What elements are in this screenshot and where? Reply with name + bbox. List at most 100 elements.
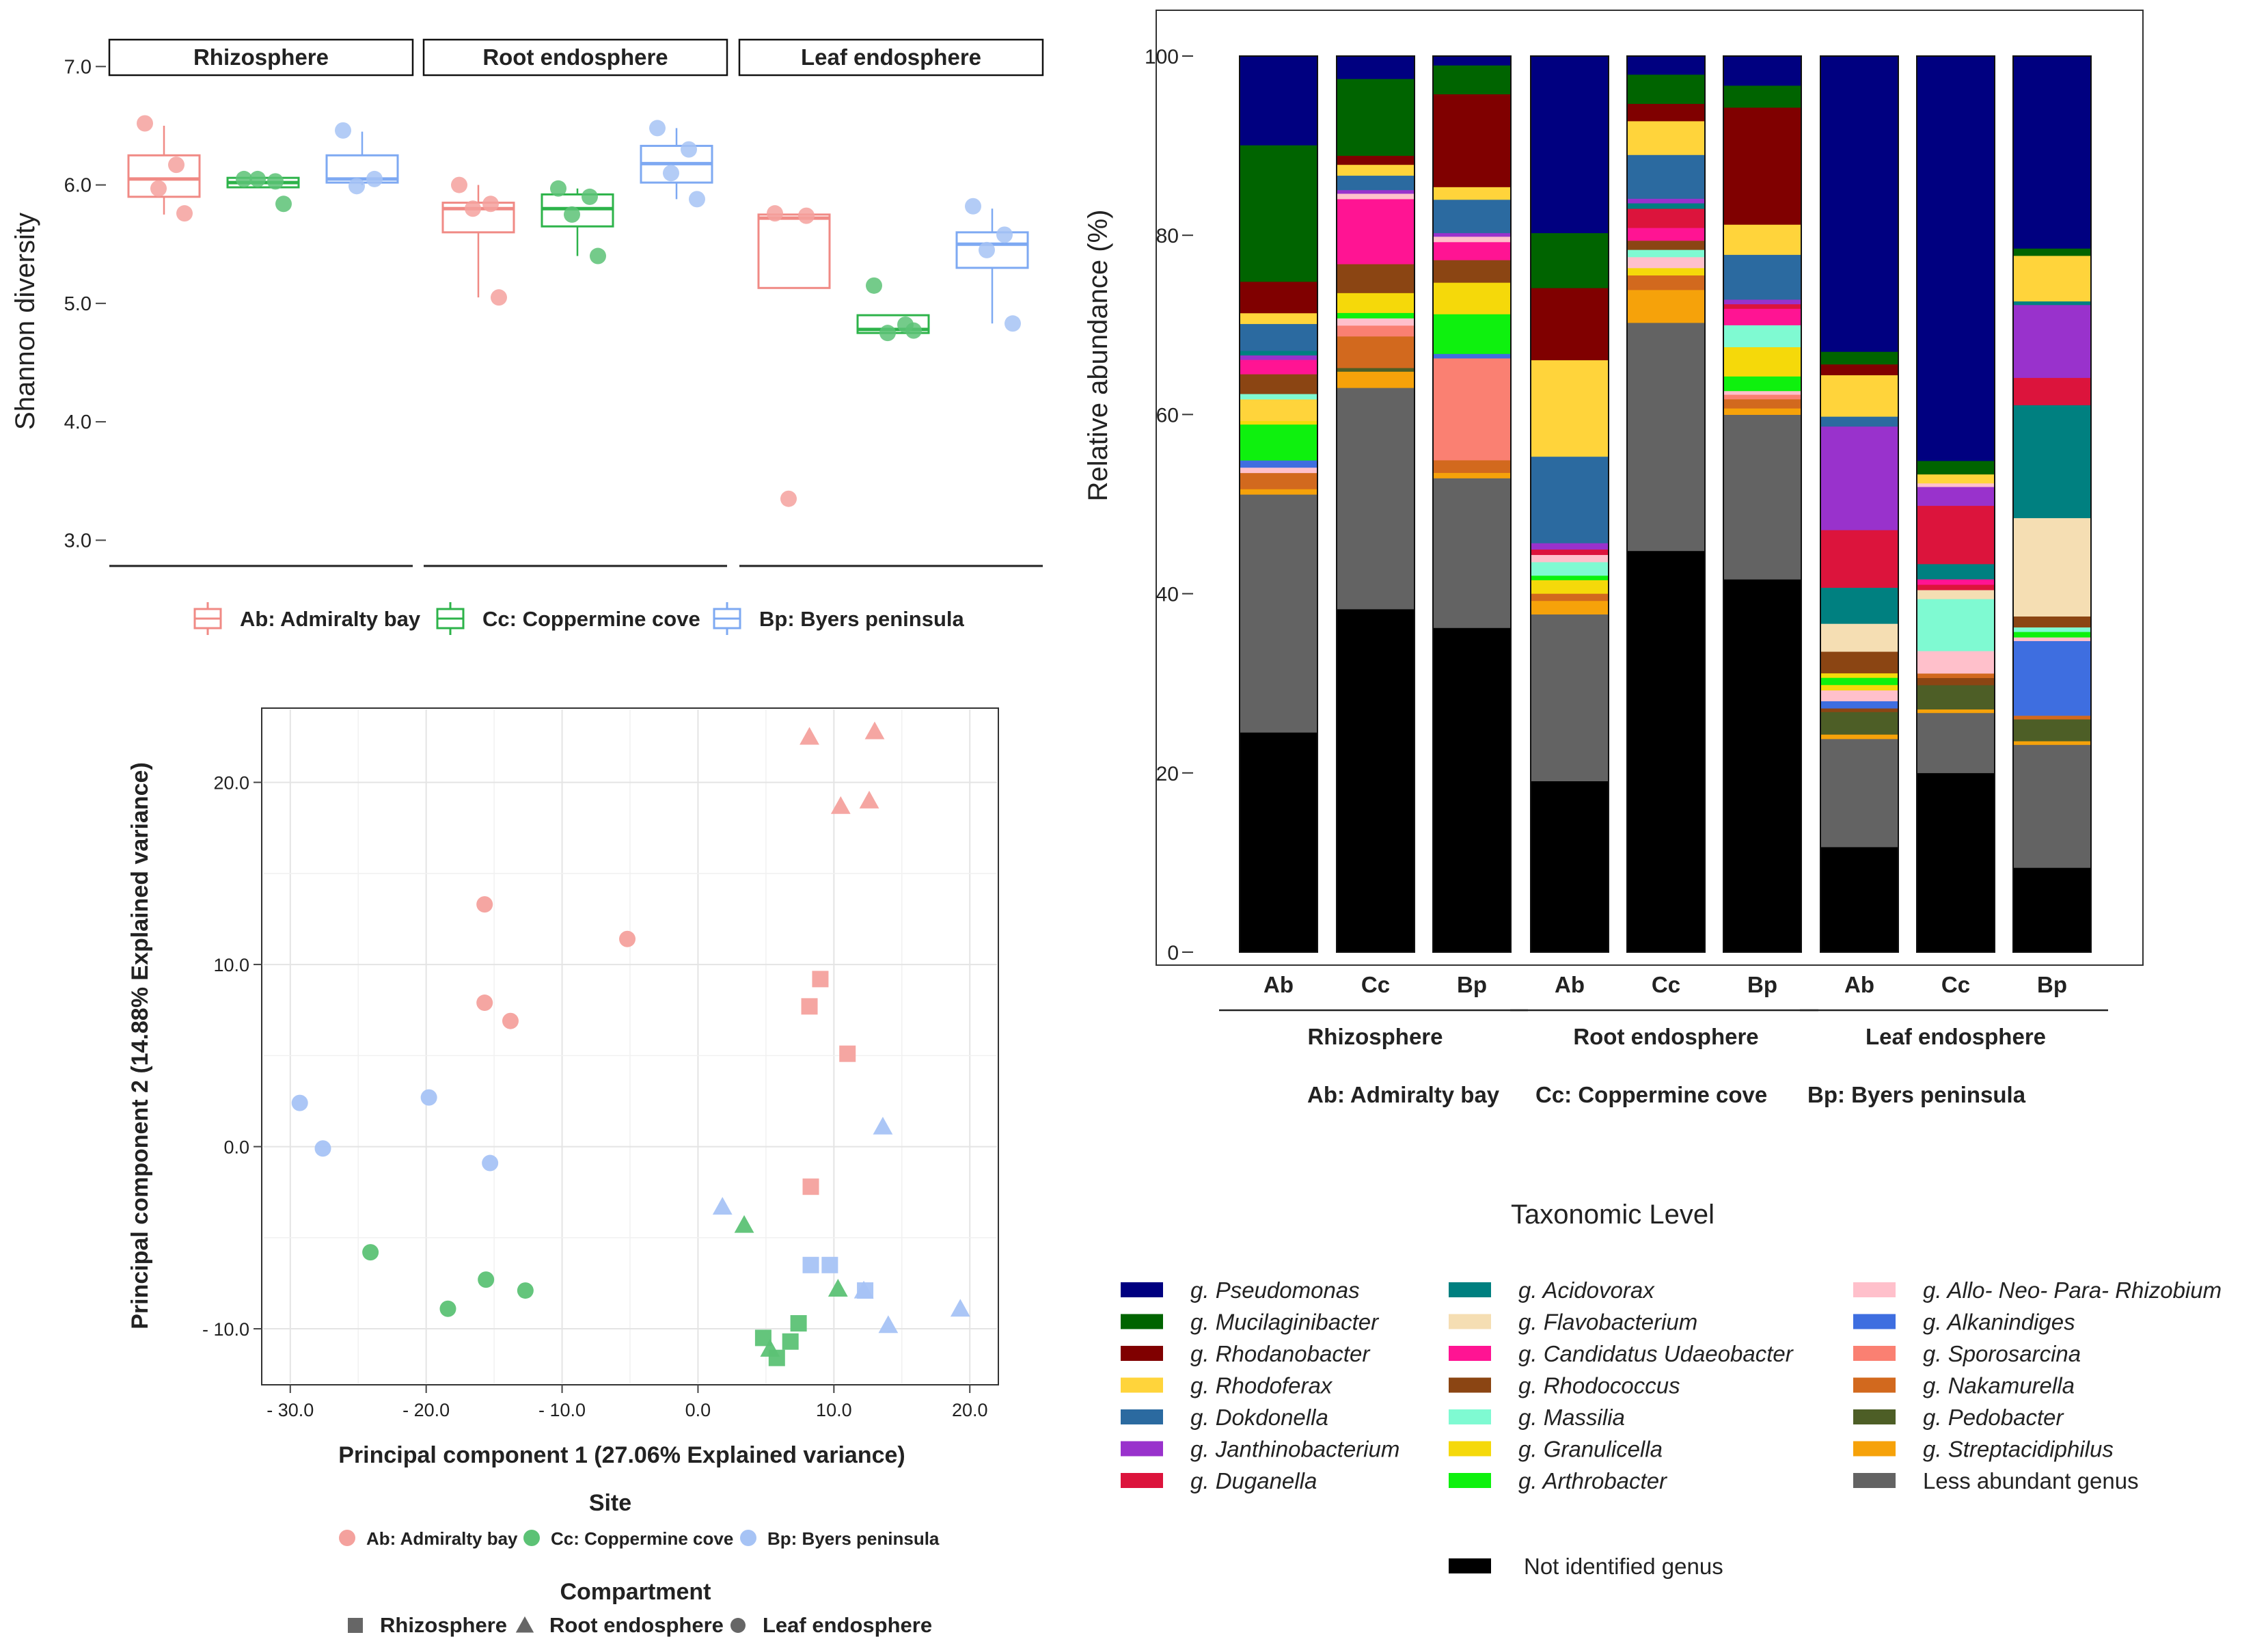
taxon-legend-swatch	[1449, 1314, 1491, 1329]
bar-segment-dokdonella	[1820, 416, 1898, 427]
bar-segment-streptacidiphilus	[1531, 600, 1609, 615]
taxon-legend-swatch	[1121, 1346, 1163, 1361]
shannon-y-tick-label: 5.0	[64, 293, 92, 315]
bar-segment-rhodoferax	[1627, 120, 1705, 155]
taxon-legend-label: g. Sporosarcina	[1923, 1341, 2081, 1366]
taxon-legend-swatch	[1853, 1473, 1896, 1488]
bar-segment-allo_rhizobium	[1820, 690, 1898, 701]
bar-segment-alkanindiges	[2013, 640, 2091, 716]
bar-outline	[1626, 55, 1706, 953]
bar-segment-streptacidiphilus	[1627, 289, 1705, 323]
taxon-legend-swatch	[1121, 1409, 1163, 1424]
bar-segment-alkanindiges	[1433, 353, 1511, 359]
pca-data-point	[821, 1256, 838, 1273]
bar-segment-massilia	[1917, 598, 1995, 651]
bar-segment-arthrobacter	[1531, 575, 1609, 580]
abundance-y-axis-title: Relative abundance (%)	[1083, 210, 1113, 502]
bar-segment-janthinobacterium	[1433, 232, 1511, 237]
bar-segment-granulicella	[1723, 347, 1801, 377]
taxon-legend-swatch	[1121, 1314, 1163, 1329]
pca-x-tick-label: 20.0	[952, 1400, 988, 1420]
bar-segment-streptacidiphilus	[1240, 489, 1317, 495]
bar-segment-nakamurella	[1337, 336, 1415, 368]
pca-y-tick-label: 0.0	[223, 1137, 249, 1158]
pca-y-tick-label: 10.0	[213, 955, 249, 975]
bar-segment-allo_rhizobium	[1337, 193, 1415, 200]
pca-data-point	[790, 1315, 807, 1332]
taxon-legend-swatch	[1853, 1314, 1896, 1329]
box-data-point	[780, 490, 797, 507]
taxon-legend-label: g. Massilia	[1518, 1405, 1625, 1430]
taxon-legend-label: g. Mucilaginibacter	[1190, 1310, 1380, 1335]
bar-segment-massilia	[1627, 249, 1705, 258]
box-data-point	[564, 206, 580, 223]
taxon-legend-label: g. Streptacidiphilus	[1923, 1437, 2114, 1462]
bar-outline	[1916, 55, 1995, 953]
pca-data-point	[768, 1349, 785, 1366]
box-data-point	[491, 289, 507, 306]
pca-site-legend-key	[740, 1530, 756, 1546]
taxon-legend-label: g. Pseudomonas	[1190, 1277, 1360, 1303]
box-data-point	[866, 277, 882, 294]
bar-segment-massilia	[2013, 627, 2091, 632]
bar-category-label: Cc	[1941, 972, 1970, 997]
bar-segment-not_identified	[1820, 846, 1898, 953]
bar-category-label: Ab	[1263, 972, 1294, 997]
bar-segment-flavobacterium	[1820, 623, 1898, 652]
bar-segment-streptacidiphilus	[1820, 734, 1898, 740]
box-iqr	[757, 213, 831, 289]
bar-segment-mucilaginibacter	[1820, 351, 1898, 365]
bar-segment-arthrobacter	[1723, 376, 1801, 392]
bar-segment-janthinobacterium	[1240, 355, 1317, 360]
taxon-legend-label: g. Janthinobacterium	[1190, 1437, 1399, 1462]
bar-segment-less_abundant	[1240, 494, 1317, 733]
box-data-point	[590, 247, 606, 265]
box-legend-label: Ab: Admiralty bay	[240, 607, 421, 631]
bar-segment-acidovorax	[1240, 350, 1317, 356]
box-data-point	[168, 157, 185, 174]
relative-abundance-panel: Relative abundance (%) 0 20 40 60 80 100 Ab Cc…	[1083, 10, 2222, 1579]
site-abbreviation-label: Ab: Admiralty bay	[1307, 1082, 1500, 1107]
shannon-boxplot-panel: Rhizosphere Root endosphere Leaf endospher…	[10, 38, 1044, 635]
bar-segment-massilia	[1723, 325, 1801, 348]
shannon-y-tick-label: 6.0	[64, 175, 92, 197]
shannon-y-tick-label: 4.0	[64, 411, 92, 433]
bar-segment-rhodanobacter	[1820, 364, 1898, 376]
bar-segment-mucilaginibacter	[1240, 145, 1317, 282]
bar-segment-rhodococcus	[1240, 374, 1317, 394]
facet-strip	[422, 38, 728, 77]
bar-segment-not_identified	[1531, 781, 1609, 953]
box-data-point	[335, 122, 351, 139]
bar-segment-janthinobacterium	[1337, 189, 1415, 194]
bar-segment-pedobacter	[1917, 684, 1995, 709]
bar-segment-mucilaginibacter	[1337, 79, 1415, 156]
facet-strip-label: Root endosphere	[482, 44, 668, 70]
bar-segment-janthinobacterium	[2013, 304, 2091, 378]
box-data-point	[649, 120, 666, 137]
pca-site-legend-key	[523, 1530, 540, 1546]
taxon-legend-label: g. Candidatus Udaeobacter	[1518, 1341, 1794, 1366]
pca-data-point	[839, 1045, 856, 1062]
pca-compartment-legend-label: Leaf endosphere	[763, 1613, 932, 1637]
taxon-legend-swatch	[1853, 1441, 1896, 1457]
bar-segment-mucilaginibacter	[1627, 74, 1705, 105]
taxon-legend-label: g. Rhodoferax	[1190, 1373, 1333, 1398]
bar-segment-nakamurella	[2013, 715, 2091, 720]
bar-segment-dokdonella	[1433, 199, 1511, 234]
pca-data-point	[782, 1333, 799, 1350]
bar-category-label: Cc	[1652, 972, 1680, 997]
group-label: Rhizosphere	[1307, 1024, 1443, 1049]
bar-segment-pedobacter	[1337, 367, 1415, 372]
bar-segment-mucilaginibacter	[2013, 248, 2091, 256]
taxon-legend-label: g. Acidovorax	[1518, 1277, 1655, 1303]
bar-segment-dokdonella	[1337, 175, 1415, 191]
pca-x-tick-label: - 30.0	[267, 1400, 314, 1420]
abundance-y-tick-label: 0	[1167, 942, 1179, 964]
bar-segment-streptacidiphilus	[1917, 709, 1995, 714]
bar-category-label: Cc	[1361, 972, 1390, 997]
box-data-point	[905, 322, 922, 339]
taxon-legend-label: g. Duganella	[1190, 1468, 1317, 1493]
facet-strip-label: Rhizosphere	[193, 44, 329, 70]
box-data-point	[582, 188, 598, 205]
taxon-legend-label: g. Rhodococcus	[1518, 1373, 1680, 1398]
